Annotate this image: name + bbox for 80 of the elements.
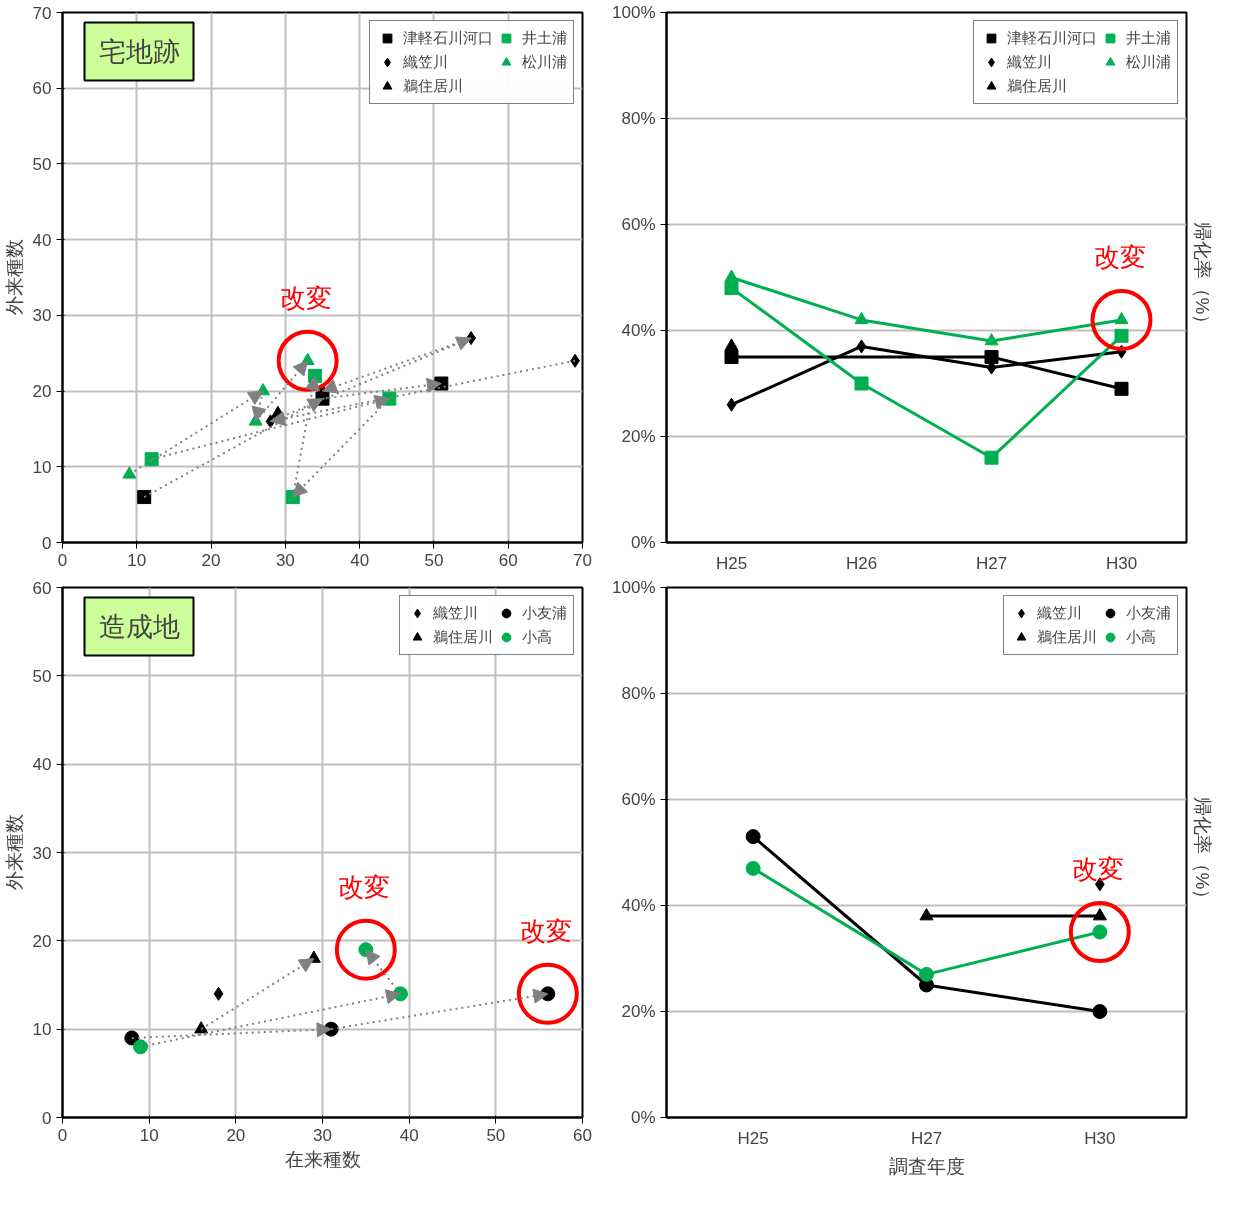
y-axis-title: 外来種数 bbox=[3, 814, 25, 891]
x-tick-label: H25 bbox=[737, 1128, 769, 1148]
legend-label: 小高 bbox=[522, 626, 552, 647]
y-tick-label: 30 bbox=[32, 306, 52, 326]
y-tick-label: 50 bbox=[32, 666, 52, 686]
y-axis-title: 帰化率（%） bbox=[1191, 221, 1213, 334]
x-tick-label: 70 bbox=[573, 550, 592, 570]
text: 造成地 bbox=[98, 611, 180, 642]
y-tick-label: 40 bbox=[32, 755, 52, 775]
y-tick-label: 40% bbox=[621, 896, 656, 915]
legend-label: 織笠川 bbox=[403, 51, 448, 72]
y-tick-label: 80% bbox=[621, 109, 656, 128]
text: 宅地跡 bbox=[98, 36, 180, 67]
y-tick-label: 10 bbox=[32, 457, 52, 477]
y-tick-label: 70 bbox=[32, 3, 52, 23]
x-tick-label: 60 bbox=[573, 1125, 592, 1145]
y-tick-label: 20 bbox=[32, 931, 52, 951]
y-tick-label: 20% bbox=[621, 427, 656, 446]
y-axis-title: 帰化率（%） bbox=[1191, 796, 1213, 909]
y-tick-label: 100% bbox=[612, 578, 656, 597]
x-tick-label: 50 bbox=[486, 1125, 506, 1145]
y-tick-label: 60% bbox=[621, 215, 656, 234]
y-tick-label: 80% bbox=[621, 684, 656, 703]
annotation: 改変 bbox=[1071, 854, 1124, 884]
x-tick-label: 60 bbox=[498, 550, 518, 570]
legend-label: 鵜住居川 bbox=[1007, 75, 1067, 96]
legend-label: 鵜住居川 bbox=[433, 626, 493, 647]
x-tick-label: 0 bbox=[57, 550, 68, 570]
legend-label: 井土浦 bbox=[522, 27, 567, 48]
legend-label: 松川浦 bbox=[1126, 51, 1171, 72]
x-tick-label: H26 bbox=[845, 553, 878, 573]
y-tick-label: 10 bbox=[32, 1020, 52, 1040]
x-tick-label: H27 bbox=[910, 1128, 943, 1148]
x-tick-label: H30 bbox=[1105, 553, 1138, 573]
y-tick-label: 0% bbox=[630, 1108, 656, 1127]
y-tick-label: 20 bbox=[32, 382, 52, 402]
legend-label: 津軽石川河口 bbox=[1007, 27, 1097, 48]
y-tick-label: 60 bbox=[32, 79, 52, 99]
x-axis-title: 調査年度 bbox=[888, 1155, 965, 1177]
x-tick-label: H27 bbox=[975, 553, 1008, 573]
y-tick-label: 20% bbox=[621, 1002, 656, 1021]
x-axis-title: 在来種数 bbox=[284, 1148, 361, 1170]
y-tick-label: 100% bbox=[612, 3, 656, 22]
legend-label: 織笠川 bbox=[1007, 51, 1052, 72]
x-tick-label: 50 bbox=[424, 550, 444, 570]
y-tick-label: 60 bbox=[32, 578, 52, 598]
annotation: 改変 bbox=[279, 282, 332, 313]
annotation: 改変 bbox=[337, 871, 390, 902]
legend-label: 鵜住居川 bbox=[1037, 626, 1097, 647]
x-tick-label: 0 bbox=[57, 1125, 68, 1145]
legend-label: 津軽石川河口 bbox=[403, 27, 493, 48]
legend-label: 織笠川 bbox=[1037, 602, 1082, 623]
y-tick-label: 0% bbox=[630, 533, 656, 552]
x-tick-label: H25 bbox=[715, 553, 748, 573]
annotation: 改変 bbox=[1093, 241, 1146, 272]
annotation: 改変 bbox=[519, 915, 572, 946]
x-tick-label: 40 bbox=[350, 550, 370, 570]
legend-label: 小高 bbox=[1126, 626, 1156, 647]
legend-label: 松川浦 bbox=[522, 51, 567, 72]
x-tick-label: 30 bbox=[275, 550, 295, 570]
y-tick-label: 0 bbox=[42, 533, 52, 553]
x-tick-label: H30 bbox=[1084, 1128, 1116, 1148]
legend-label: 井土浦 bbox=[1126, 27, 1171, 48]
y-tick-label: 40 bbox=[32, 230, 52, 250]
x-tick-label: 20 bbox=[201, 550, 221, 570]
y-axis-title: 外来種数 bbox=[3, 239, 25, 316]
x-tick-label: 10 bbox=[139, 1125, 159, 1145]
x-tick-label: 10 bbox=[127, 550, 147, 570]
legend-label: 織笠川 bbox=[433, 602, 478, 623]
y-tick-label: 30 bbox=[32, 843, 52, 863]
legend-label: 鵜住居川 bbox=[403, 75, 463, 96]
y-tick-label: 60% bbox=[621, 790, 656, 809]
legend-label: 小友浦 bbox=[522, 602, 567, 623]
x-tick-label: 40 bbox=[399, 1125, 419, 1145]
x-tick-label: 20 bbox=[226, 1125, 246, 1145]
y-tick-label: 40% bbox=[621, 321, 656, 340]
y-tick-label: 50 bbox=[32, 154, 52, 174]
x-tick-label: 30 bbox=[313, 1125, 332, 1145]
legend-label: 小友浦 bbox=[1126, 602, 1171, 623]
y-tick-label: 0 bbox=[42, 1108, 52, 1128]
